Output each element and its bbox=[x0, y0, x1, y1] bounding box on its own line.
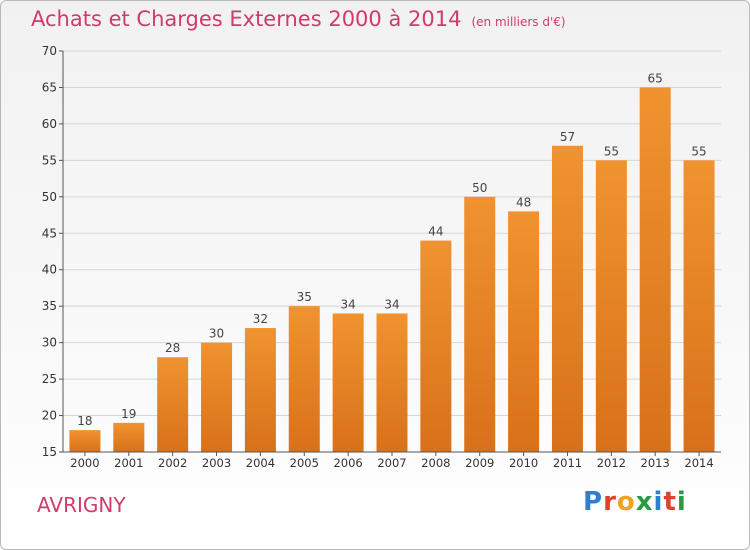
bar-value-label: 50 bbox=[472, 181, 487, 195]
bar-value-label: 44 bbox=[428, 225, 443, 239]
x-tick-label: 2005 bbox=[290, 456, 319, 470]
x-tick-label: 2011 bbox=[553, 456, 582, 470]
bar-value-label: 32 bbox=[253, 312, 268, 326]
bar bbox=[420, 240, 452, 452]
bar bbox=[244, 328, 276, 452]
y-tick-label: 40 bbox=[42, 263, 57, 277]
chart-unit: (en milliers d'€) bbox=[471, 15, 566, 29]
y-tick-label: 55 bbox=[42, 153, 57, 167]
x-tick-label: 2013 bbox=[641, 456, 670, 470]
bar bbox=[288, 306, 320, 452]
x-tick-label: 2004 bbox=[246, 456, 275, 470]
bar-value-label: 57 bbox=[560, 130, 575, 144]
y-tick-label: 20 bbox=[42, 409, 57, 423]
y-tick-label: 60 bbox=[42, 117, 57, 131]
y-tick-label: 15 bbox=[42, 445, 57, 459]
bar bbox=[69, 430, 101, 452]
bar bbox=[595, 160, 627, 452]
bar bbox=[201, 342, 233, 452]
bar bbox=[551, 145, 583, 453]
y-tick-label: 45 bbox=[42, 226, 57, 240]
bar-value-label: 34 bbox=[340, 297, 355, 311]
logo-letter: i bbox=[676, 487, 687, 517]
x-tick-label: 2012 bbox=[597, 456, 626, 470]
bar-value-label: 48 bbox=[516, 195, 531, 209]
bar-value-label: 65 bbox=[648, 71, 663, 85]
y-tick-label: 25 bbox=[42, 372, 57, 386]
y-tick-label: 50 bbox=[42, 190, 57, 204]
x-tick-label: 2003 bbox=[202, 456, 231, 470]
logo-letter: o bbox=[616, 487, 636, 517]
bar-value-label: 18 bbox=[77, 414, 92, 428]
logo-letter: r bbox=[603, 487, 617, 517]
bar-value-label: 55 bbox=[604, 144, 619, 158]
bar bbox=[332, 313, 364, 452]
bar-value-label: 28 bbox=[165, 341, 180, 355]
chart-title: Achats et Charges Externes 2000 à 2014 (e… bbox=[31, 7, 566, 31]
chart-title-text: Achats et Charges Externes 2000 à 2014 bbox=[31, 7, 462, 31]
x-tick-label: 2002 bbox=[158, 456, 187, 470]
x-tick-label: 2014 bbox=[684, 456, 713, 470]
x-tick-label: 2008 bbox=[421, 456, 450, 470]
bar-value-label: 55 bbox=[691, 144, 706, 158]
x-tick-label: 2010 bbox=[509, 456, 538, 470]
bar bbox=[376, 313, 408, 452]
bar bbox=[157, 357, 189, 452]
y-tick-label: 65 bbox=[42, 80, 57, 94]
bar-value-label: 19 bbox=[121, 407, 136, 421]
logo-letter: t bbox=[663, 487, 677, 517]
y-tick-label: 70 bbox=[42, 44, 57, 58]
bar-value-label: 30 bbox=[209, 327, 224, 341]
proxiti-logo: Proxiti bbox=[583, 487, 687, 517]
bar bbox=[113, 422, 145, 452]
bar bbox=[464, 196, 496, 452]
bar-value-label: 34 bbox=[384, 297, 399, 311]
bar bbox=[683, 160, 715, 452]
logo-letter: i bbox=[653, 487, 664, 517]
bar bbox=[508, 211, 540, 452]
x-tick-label: 2009 bbox=[465, 456, 494, 470]
logo-letter: x bbox=[635, 487, 654, 517]
x-tick-label: 2001 bbox=[114, 456, 143, 470]
bar-value-label: 35 bbox=[297, 290, 312, 304]
x-tick-label: 2007 bbox=[377, 456, 406, 470]
y-tick-label: 30 bbox=[42, 336, 57, 350]
x-tick-label: 2006 bbox=[333, 456, 362, 470]
bar bbox=[639, 87, 671, 453]
x-tick-label: 2000 bbox=[70, 456, 99, 470]
logo-letter: P bbox=[583, 487, 604, 517]
y-tick-label: 35 bbox=[42, 299, 57, 313]
city-name: AVRIGNY bbox=[37, 493, 126, 517]
